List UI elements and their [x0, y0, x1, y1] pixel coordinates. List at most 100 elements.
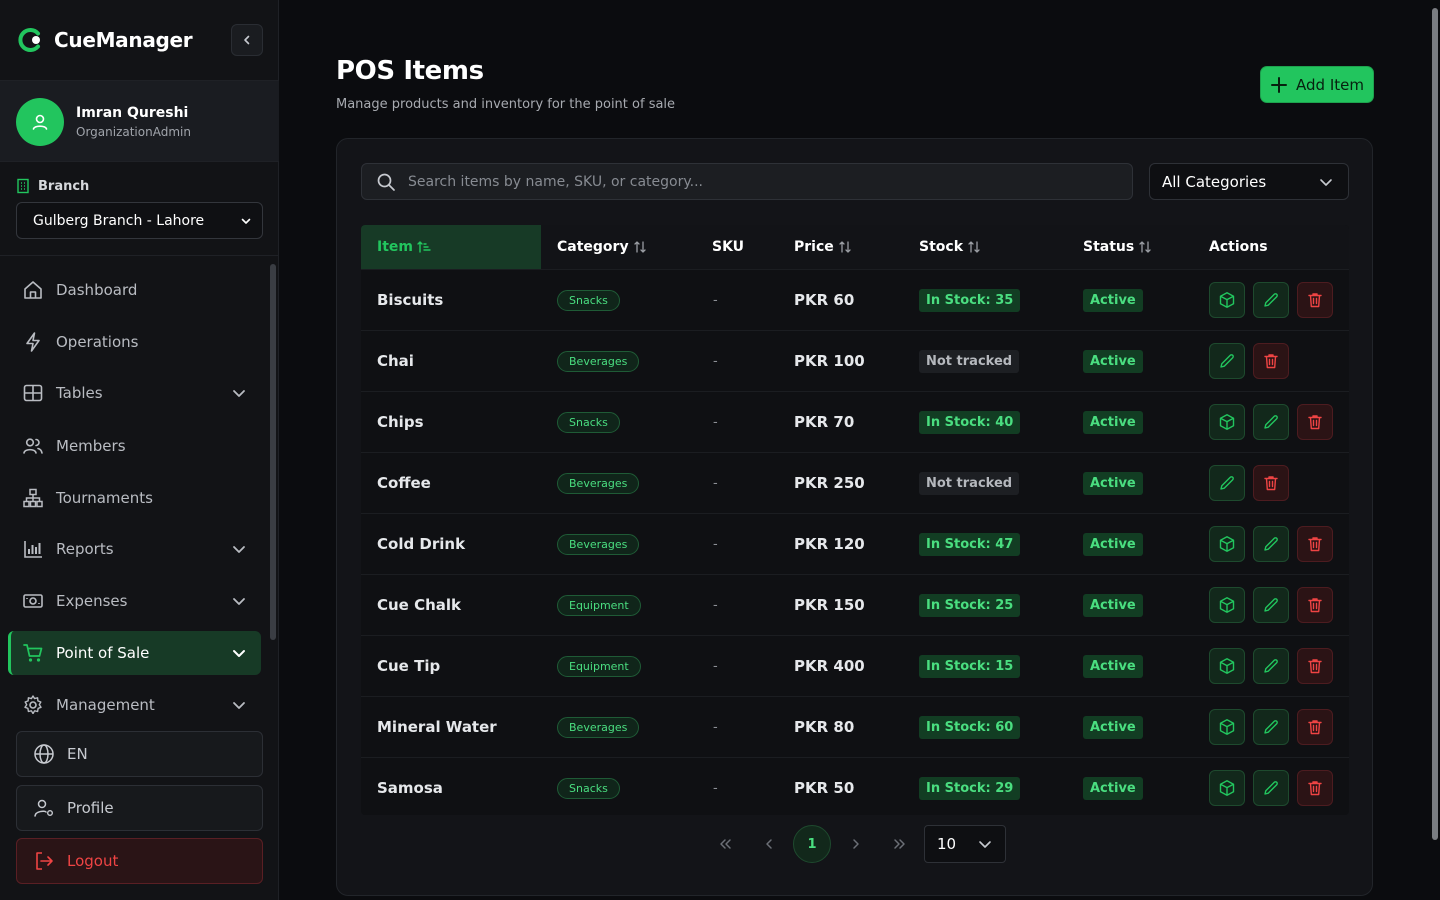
chevron-left-icon [244, 35, 250, 45]
edit-item-button[interactable] [1253, 587, 1289, 623]
grid-icon [23, 384, 43, 402]
delete-item-button[interactable] [1297, 770, 1333, 806]
column-label: Stock [919, 239, 964, 255]
table-row: Cold Drink Beverages - PKR 120 In Stock: 47 A… [361, 513, 1349, 574]
row-actions [1209, 697, 1333, 757]
nav-item-point-of-sale[interactable]: Point of Sale [8, 631, 261, 675]
search-box[interactable] [361, 163, 1133, 200]
collapse-sidebar-button[interactable] [231, 24, 263, 56]
adjust-stock-button[interactable] [1209, 587, 1245, 623]
search-input[interactable] [408, 173, 1108, 190]
page-number-button[interactable]: 1 [793, 825, 831, 863]
delete-item-button[interactable] [1297, 648, 1333, 684]
edit-item-button[interactable] [1253, 648, 1289, 684]
last-page-button[interactable] [881, 825, 919, 863]
column-header-item[interactable]: Item [361, 225, 541, 269]
category-chip: Beverages [557, 533, 640, 555]
next-page-button[interactable] [837, 825, 875, 863]
brand[interactable]: CueManager [16, 24, 193, 56]
stock-badge: In Stock: 15 [919, 654, 1021, 678]
status-cell: Active [1083, 697, 1143, 757]
column-header-category[interactable]: Category [541, 225, 647, 269]
nav-item-dashboard[interactable]: Dashboard [8, 268, 261, 312]
status-badge: Active [1083, 654, 1143, 678]
nav-scrollbar[interactable] [270, 264, 276, 640]
adjust-stock-button[interactable] [1209, 709, 1245, 745]
delete-item-button[interactable] [1297, 709, 1333, 745]
column-header-stock[interactable]: Stock [903, 225, 981, 269]
nav-item-management[interactable]: Management [8, 683, 261, 714]
status-cell: Active [1083, 575, 1143, 635]
adjust-stock-button[interactable] [1209, 770, 1245, 806]
page-size-select[interactable]: 10 [924, 825, 1006, 863]
edit-item-button[interactable] [1253, 709, 1289, 745]
logout-button[interactable]: Logout [16, 838, 263, 884]
price-value: PKR 70 [794, 413, 855, 431]
stock-badge: Not tracked [919, 471, 1020, 495]
chevron-down-icon [1320, 178, 1332, 186]
column-header-status[interactable]: Status [1067, 225, 1152, 269]
cuemanager-logo-icon [18, 28, 40, 52]
first-page-button[interactable] [706, 825, 744, 863]
pencil-icon [1264, 598, 1278, 612]
delete-item-button[interactable] [1297, 282, 1333, 318]
status-badge: Active [1083, 410, 1143, 434]
nav-item-expenses[interactable]: Expenses [8, 579, 261, 623]
adjust-stock-button[interactable] [1209, 526, 1245, 562]
nav-item-members[interactable]: Members [8, 424, 261, 468]
search-icon [377, 173, 395, 191]
stock-cell: In Stock: 29 [919, 758, 1021, 815]
status-badge: Active [1083, 593, 1143, 617]
adjust-stock-button[interactable] [1209, 404, 1245, 440]
previous-page-button[interactable] [750, 825, 788, 863]
home-icon [24, 281, 42, 299]
column-header-price[interactable]: Price [778, 225, 852, 269]
delete-item-button[interactable] [1297, 587, 1333, 623]
status-cell: Active [1083, 636, 1143, 696]
delete-item-button[interactable] [1253, 343, 1289, 379]
branch-select[interactable]: Gulberg Branch - Lahore [16, 202, 263, 239]
edit-item-button[interactable] [1253, 526, 1289, 562]
table-row: Samosa Snacks - PKR 50 In Stock: 29 Active [361, 757, 1349, 815]
nav-item-tournaments[interactable]: Tournaments [8, 476, 261, 520]
edit-item-button[interactable] [1209, 465, 1245, 501]
item-name: Cue Chalk [377, 596, 462, 614]
category-chip: Beverages [557, 472, 640, 494]
page-scrollbar[interactable] [1432, 8, 1438, 840]
trash-icon [1308, 720, 1322, 735]
add-item-button[interactable]: Add Item [1261, 67, 1373, 102]
branch-select-value: Gulberg Branch - Lahore [33, 212, 205, 229]
stock-badge: In Stock: 29 [919, 776, 1021, 800]
profile-button[interactable]: Profile [16, 785, 263, 831]
adjust-stock-button[interactable] [1209, 648, 1245, 684]
nav-item-tables[interactable]: Tables [8, 371, 261, 415]
delete-item-button[interactable] [1253, 465, 1289, 501]
building-icon [17, 178, 29, 194]
column-header-sku: SKU [696, 225, 744, 269]
language-button[interactable]: EN [16, 731, 263, 777]
delete-item-button[interactable] [1297, 404, 1333, 440]
gear-icon [24, 695, 42, 714]
price-value: PKR 150 [794, 596, 865, 614]
status-cell: Active [1083, 331, 1143, 391]
trash-icon [1308, 598, 1322, 613]
page-size-value: 10 [937, 835, 957, 853]
edit-item-button[interactable] [1253, 770, 1289, 806]
nav-label: Expenses [56, 592, 128, 610]
adjust-stock-button[interactable] [1209, 282, 1245, 318]
sku-value: - [713, 658, 718, 674]
nav-item-reports[interactable]: Reports [8, 527, 261, 571]
edit-item-button[interactable] [1209, 343, 1245, 379]
edit-item-button[interactable] [1253, 282, 1289, 318]
nav-label: Tables [56, 384, 103, 402]
edit-item-button[interactable] [1253, 404, 1289, 440]
language-label: EN [67, 745, 88, 763]
delete-item-button[interactable] [1297, 526, 1333, 562]
sku-value: - [713, 292, 718, 308]
page-subtitle: Manage products and inventory for the po… [336, 97, 676, 112]
category-filter-select[interactable]: All Categories [1149, 163, 1349, 200]
box-icon [1219, 658, 1235, 674]
page-title: POS Items [336, 56, 484, 86]
sort-icon [839, 241, 851, 253]
nav-item-operations[interactable]: Operations [8, 320, 261, 364]
